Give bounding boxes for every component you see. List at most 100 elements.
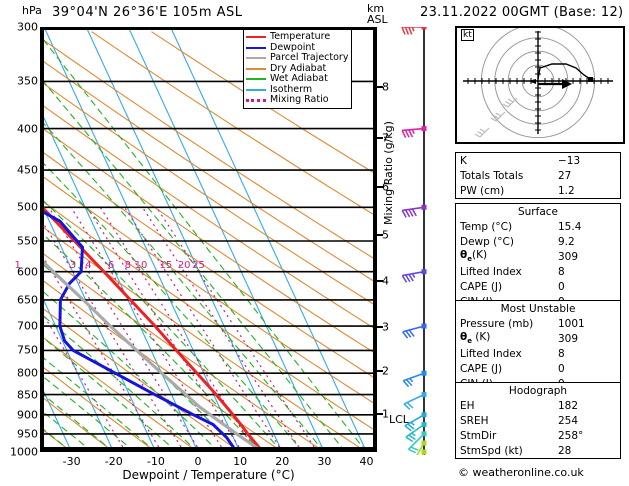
altitude-unit-label: km ASL [367,3,388,25]
pressure-tick-label: 400 [17,122,38,136]
legend-item: Dewpoint [246,42,348,54]
table-row-key: StmSpd (kt) [460,444,523,457]
wind-barb [421,449,427,455]
legend-label: Temperature [270,31,331,42]
dry-adiabat-line [151,31,377,176]
isotherm-lines [40,27,367,452]
table-row-value: 8 [558,265,565,278]
table-title: Hodograph [508,384,568,397]
legend-swatch [246,57,266,60]
table-row-key: Lifted Index [460,265,522,278]
pressure-tick-label: 600 [17,265,38,279]
temperature-tick-label: 40 [359,455,374,468]
pressure-tick-label: 1000 [10,445,38,459]
altitude-tick-label: 5 [382,228,389,242]
table-row-key: CAPE (J) [460,362,503,375]
wet-adiabat-line [40,288,220,452]
mean-wind-marker [528,79,536,84]
wind-barb [403,392,427,410]
legend-swatch [246,88,266,91]
trace-parcel-trajectory [40,256,264,452]
legend-item: Dry Adiabat [246,63,348,75]
hodograph-wind-barb [502,97,518,108]
table-row: Lifted Index 8 [456,346,620,361]
table-row-value: 0 [558,362,565,375]
dry-adiabat-line [40,36,377,262]
xaxis-title: Dewpoint / Temperature (°C) [122,468,295,482]
legend-swatch [246,46,266,49]
wet-adiabat-line [40,354,157,452]
isotherm-line [170,27,367,452]
table-row: Lifted Index 8 [456,264,620,279]
table-row-value: −13 [558,154,581,167]
mixing-ratio-line [48,206,202,452]
pressure-unit-label: hPa [22,4,42,17]
wet-adiabat-line [40,425,72,452]
table-row: Temp (°C) 15.4 [456,219,620,234]
legend-label: Isotherm [270,83,313,95]
table-row-value: 254 [558,414,579,427]
dry-adiabat-line [40,394,115,452]
dry-adiabat-line [40,173,377,406]
table-row-key: Pressure (mb) [460,317,534,330]
mixing-ratio-line [40,216,185,452]
table-hodograph: Hodograph EH 182 SREH 254 StmDir 258° StmSpd (k… [455,382,621,459]
table-row-key: SREH [460,414,489,427]
dry-adiabat-line [40,80,377,308]
altitude-tick-label: 7 [382,131,389,145]
sounding-traces [40,202,264,452]
table-row: CAPE (J) 0 [456,279,620,294]
table-row-value: 182 [558,399,579,412]
temperature-tick-label: -20 [104,455,123,468]
temperature-tick-label: 20 [275,455,290,468]
legend-label: Mixing Ratio [270,94,329,105]
table-row: θe(K) 309 [456,249,620,264]
dry-adiabat-line [40,224,367,452]
table-row: Totals Totals 27 [456,168,620,183]
altitude-tick-label: 2 [382,364,389,378]
table-row-key: Lifted Index [460,347,522,360]
legend-item: Temperature [246,31,348,43]
altitude-tick [375,233,383,236]
wind-barb [405,421,427,443]
altitude-unit-line1: km [367,2,385,15]
dry-adiabat-line [40,334,199,452]
legend-swatch [246,67,266,70]
pressure-tick-label: 900 [17,408,38,422]
wind-barb [404,412,427,432]
table-most-unstable: Most Unstable Pressure (mb) 1001 θe (K) 309 L… [455,300,621,392]
isotherm-line [40,290,115,452]
table-row: CAPE (J) 0 [456,361,620,376]
table-row-key: EH [460,399,475,412]
altitude-tick-label: 6 [382,180,389,194]
table-row-key: StmDir [460,429,497,442]
storm-motion-arrowhead [562,79,572,89]
pressure-tick-label: 750 [17,343,38,357]
pressure-tick-label: 700 [17,319,38,333]
altitude-tick-label: 8 [382,80,389,94]
pressure-tick-label: 300 [17,20,38,34]
table-row: K −13 [456,153,620,168]
wet-adiabat-line [40,76,346,452]
wind-barb-column [401,27,427,455]
mixing-ratio-label: 6 [107,259,115,271]
dry-adiabat-line [40,125,377,356]
wind-barb [401,204,427,218]
mixing-ratio-label: 10 [134,259,148,271]
wind-barb [416,440,427,455]
mixing-ratio-label: 3 [69,259,77,271]
isotherm-line [40,108,199,452]
dry-adiabat-line [40,250,325,452]
altitude-tick [375,325,383,328]
wind-barb [402,323,427,339]
chart-legend: Temperature Dewpoint Parcel Trajectory Dry … [243,29,353,109]
pressure-tick-label: 850 [17,388,38,402]
legend-swatch [246,98,266,102]
table-row-key: Temp (°C) [460,220,513,233]
table-row: PW (cm) 1.2 [456,183,620,198]
table-row-key: K [460,154,467,167]
temperature-tick-label: -30 [62,455,81,468]
table-row: StmSpd (kt) 28 [456,443,620,458]
table-row: SREH 254 [456,413,620,428]
temperature-tick-label: 0 [194,455,202,468]
